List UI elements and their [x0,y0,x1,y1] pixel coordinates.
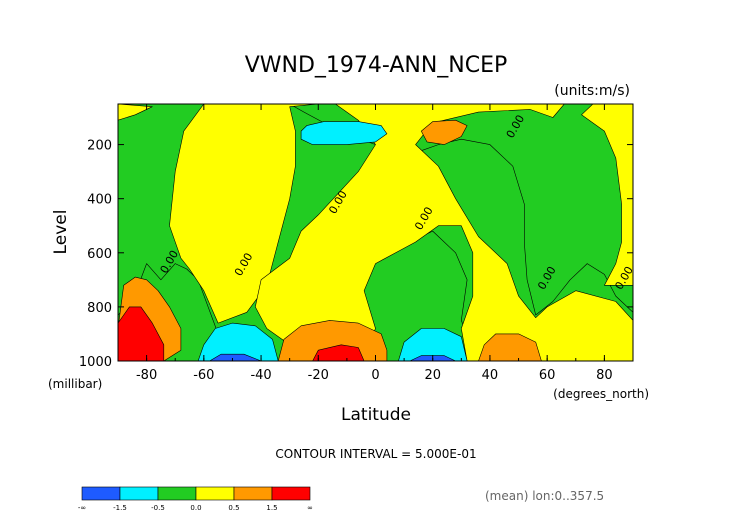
colorbar-label: 1.5 [266,504,277,512]
contour-region-7 [197,322,279,361]
units-label: (units:m/s) [554,83,630,99]
contour-region-2 [255,104,633,361]
x-tick-label: 40 [482,368,499,383]
colorbar: -1.5 -0.5 0.0 0.5 1.5 -∞ ∞ [78,486,313,512]
colorbar-swatch [81,486,121,501]
contour-interval: CONTOUR INTERVAL = 5.000E-01 [275,447,476,461]
colorbar-label: -0.5 [151,504,165,512]
colorbar-label: 0.5 [228,504,239,512]
contour-fills [118,104,633,361]
contour-region-6 [420,119,468,145]
y-tick-label: 800 [87,301,112,316]
colorbar-label: 0.0 [190,504,201,512]
x-axis-units: (degrees_north) [553,387,649,401]
x-tick-label: -40 [250,368,271,383]
x-tick-label: 80 [596,368,613,383]
y-tick-label: 400 [87,193,112,208]
y-axis-units: (millibar) [48,377,102,391]
x-tick-label: -60 [193,368,214,383]
colorbar-end-label: ∞ [307,504,313,512]
y-axis-ticks: 200 400 600 800 1000 [79,139,633,370]
contour-region-12 [312,344,365,361]
y-tick-label: 1000 [79,355,112,370]
colorbar-end-label: -∞ [78,504,86,512]
y-axis-label: Level [51,210,71,255]
y-tick-label: 200 [87,139,112,154]
contour-region-13 [478,333,542,361]
colorbar-swatch [157,486,197,501]
contour-region-4 [118,104,153,121]
contour-region-3 [581,104,633,286]
x-axis-label: Latitude [341,405,411,425]
plot-area: 0.000.000.000.00 0.00 0.00 0.00 -80 -60 -40 -2… [79,103,634,383]
colorbar-swatch [195,486,235,501]
colorbar-swatch [233,486,273,501]
contour-region-1 [169,104,319,324]
contour-region-8 [209,353,262,361]
x-tick-label: -80 [136,368,157,383]
colorbar-swatch [119,486,159,501]
chart-title: VWND_1974-ANN_NCEP [245,53,508,78]
contour-region-9 [398,328,468,361]
x-tick-label: 0 [371,368,379,383]
x-tick-label: 60 [539,368,556,383]
x-axis-ticks: -80 -60 -40 -20 0 20 40 60 80 [117,104,634,383]
x-tick-label: 20 [424,368,441,383]
x-tick-label: -20 [308,368,329,383]
mean-lon-note: (mean) lon:0..357.5 [485,489,604,503]
contour-region-5 [300,121,388,145]
colorbar-label: -1.5 [113,504,127,512]
y-tick-label: 600 [87,247,112,262]
colorbar-swatch [271,486,311,501]
contour-region-15 [118,306,165,361]
